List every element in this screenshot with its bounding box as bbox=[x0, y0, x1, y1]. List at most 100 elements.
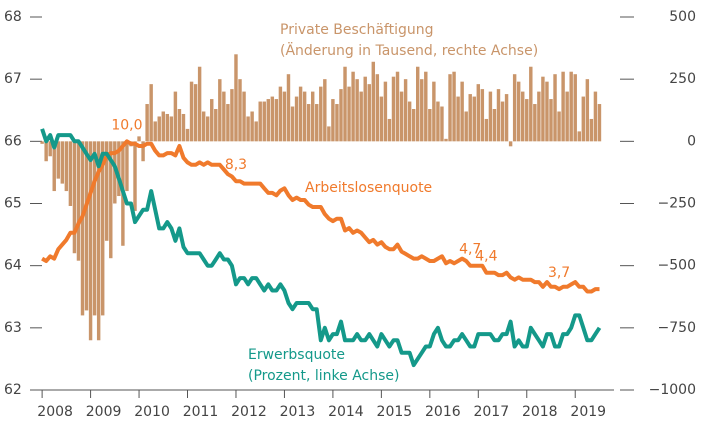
bar bbox=[391, 76, 396, 142]
bar bbox=[367, 84, 371, 142]
bar bbox=[56, 141, 60, 179]
bar bbox=[488, 91, 493, 142]
bar bbox=[403, 79, 408, 142]
bar bbox=[351, 71, 355, 142]
bar bbox=[222, 91, 226, 142]
bar bbox=[347, 86, 351, 142]
bar bbox=[452, 71, 456, 142]
bar bbox=[537, 91, 541, 142]
bar bbox=[593, 91, 598, 142]
bar bbox=[157, 116, 161, 142]
y2-tick-label: 0 bbox=[687, 133, 696, 149]
bar bbox=[407, 101, 412, 142]
bar bbox=[177, 109, 182, 142]
bar bbox=[310, 91, 315, 142]
bar bbox=[335, 104, 339, 142]
bar bbox=[395, 71, 400, 142]
series-note: (Prozent, linke Achse) bbox=[248, 368, 400, 384]
bar bbox=[266, 99, 271, 142]
bar bbox=[125, 141, 129, 192]
bar bbox=[359, 91, 363, 142]
bar bbox=[504, 94, 509, 142]
x-tick-label: 2012 bbox=[231, 404, 267, 420]
bar bbox=[573, 74, 577, 142]
bar bbox=[218, 79, 222, 142]
bar bbox=[585, 79, 590, 142]
line bbox=[40, 128, 602, 368]
bar bbox=[339, 89, 343, 142]
bar bbox=[525, 99, 529, 142]
bar bbox=[153, 121, 157, 142]
y2-tick-label: −1000 bbox=[649, 382, 696, 398]
bar bbox=[444, 138, 448, 142]
data-label: 8,3 bbox=[225, 157, 247, 173]
bar bbox=[302, 91, 307, 142]
bar bbox=[355, 79, 359, 142]
y-tick-label: 65 bbox=[4, 196, 22, 212]
bar bbox=[416, 66, 420, 142]
bar bbox=[327, 126, 331, 142]
bar bbox=[238, 79, 242, 142]
data-label: 10,0 bbox=[111, 117, 142, 133]
x-tick-label: 2017 bbox=[473, 404, 509, 420]
bar bbox=[197, 66, 202, 142]
bar bbox=[436, 101, 440, 142]
x-tick-label: 2013 bbox=[280, 404, 316, 420]
bar bbox=[492, 109, 497, 142]
bar bbox=[363, 76, 367, 142]
bar bbox=[529, 66, 533, 142]
bar bbox=[306, 104, 311, 142]
y-tick-label: 64 bbox=[4, 258, 22, 274]
bar bbox=[557, 111, 561, 142]
y-tick-label: 62 bbox=[4, 382, 22, 398]
x-tick-label: 2019 bbox=[570, 404, 606, 420]
bar bbox=[254, 121, 258, 142]
bar bbox=[246, 116, 250, 142]
y-tick-label: 68 bbox=[4, 9, 22, 25]
y2-tick-label: −250 bbox=[658, 196, 696, 212]
bar bbox=[496, 89, 501, 142]
bar bbox=[298, 86, 303, 142]
bar bbox=[169, 116, 174, 142]
bar bbox=[282, 91, 287, 142]
bar bbox=[214, 109, 218, 142]
bar bbox=[428, 109, 432, 142]
bar bbox=[100, 141, 105, 316]
y2-tick-label: −750 bbox=[658, 320, 696, 336]
bar bbox=[561, 71, 565, 142]
y-tick-label: 63 bbox=[4, 320, 22, 336]
bar bbox=[226, 104, 230, 142]
series-note: (Änderung in Tausend, rechte Achse) bbox=[280, 41, 538, 59]
data-label: 4,4 bbox=[475, 249, 497, 265]
bar bbox=[201, 111, 206, 142]
bar bbox=[512, 74, 517, 142]
bar bbox=[68, 141, 73, 206]
bar bbox=[549, 99, 553, 142]
bar bbox=[387, 118, 392, 142]
bar bbox=[521, 91, 525, 142]
bar bbox=[472, 96, 476, 142]
bar bbox=[242, 91, 246, 142]
bar bbox=[371, 61, 376, 142]
line bbox=[41, 139, 600, 294]
data-label: 3,7 bbox=[548, 265, 570, 281]
bar bbox=[270, 96, 275, 142]
bar bbox=[379, 96, 384, 142]
y2-tick-label: 500 bbox=[669, 9, 696, 25]
bar bbox=[456, 96, 460, 142]
bar bbox=[117, 141, 121, 197]
x-tick-label: 2018 bbox=[522, 404, 558, 420]
bar bbox=[274, 99, 279, 142]
bar bbox=[508, 141, 513, 147]
bar bbox=[60, 141, 65, 184]
bar bbox=[569, 71, 573, 142]
bar bbox=[84, 141, 89, 311]
series-label: Arbeitslosenquote bbox=[305, 180, 432, 196]
x-tick-label: 2011 bbox=[183, 404, 219, 420]
bar bbox=[484, 118, 489, 142]
bar bbox=[464, 111, 468, 142]
bar bbox=[141, 141, 145, 162]
bar bbox=[343, 66, 347, 142]
bar bbox=[565, 91, 569, 142]
